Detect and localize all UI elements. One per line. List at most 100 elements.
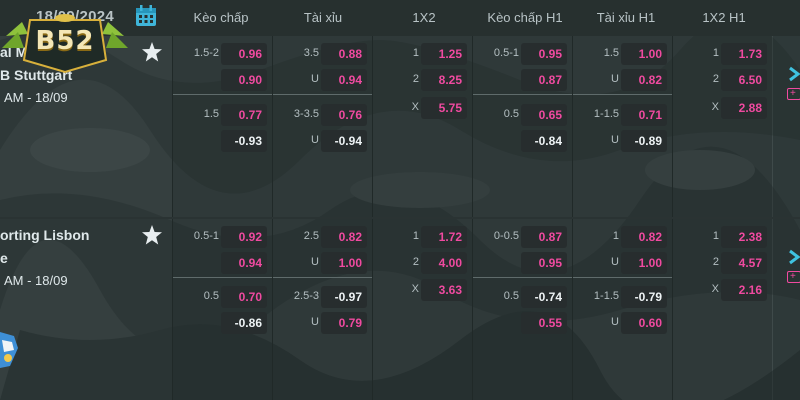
odds-value-button[interactable]: -0.84 [521, 130, 567, 152]
odds-cell[interactable]: -0.93 [173, 130, 273, 152]
odds-value-button[interactable]: 0.95 [521, 43, 567, 65]
odds-value-button[interactable]: 0.88 [321, 43, 367, 65]
odds-header: 18/09/2024 Kèo chấp Tài xỉu 1X2 Kèo chấp… [0, 0, 800, 36]
odds-value-button[interactable]: 1.00 [321, 252, 367, 274]
odds-value-button[interactable]: 0.55 [521, 312, 567, 334]
odds-cell[interactable]: 1 1.72 [373, 226, 473, 248]
odds-line-label: 2.5-3 [293, 290, 319, 302]
odds-value-button[interactable]: 0.87 [521, 69, 567, 91]
odds-cell[interactable]: X 5.75 [373, 97, 473, 119]
odds-value-button[interactable]: 2.88 [721, 97, 767, 119]
odds-value-button[interactable]: 3.63 [421, 279, 467, 301]
chevron-right-icon[interactable] [787, 249, 800, 265]
odds-value-button[interactable]: 0.76 [321, 104, 367, 126]
odds-value-button[interactable]: 1.72 [421, 226, 467, 248]
odds-value-button[interactable]: 0.77 [221, 104, 267, 126]
odds-value-button[interactable]: 4.57 [721, 252, 767, 274]
odds-value-button[interactable]: 0.79 [321, 312, 367, 334]
odds-cell[interactable]: 2 6.50 [673, 69, 773, 91]
odds-cell[interactable]: 2 8.25 [373, 69, 473, 91]
odds-cell[interactable]: 0.5-1 0.95 [473, 43, 573, 65]
odds-value-button[interactable]: 0.65 [521, 104, 567, 126]
odds-cell[interactable]: 0.94 [173, 252, 273, 274]
odds-cell[interactable]: U 1.00 [573, 252, 673, 274]
odds-value-button[interactable]: 0.94 [221, 252, 267, 274]
odds-cell[interactable]: 2.5 0.82 [273, 226, 373, 248]
odds-value-button[interactable]: 1.73 [721, 43, 767, 65]
odds-cell[interactable]: 1-1.5 -0.79 [573, 286, 673, 308]
odds-value-button[interactable]: -0.94 [321, 130, 367, 152]
odds-cell[interactable]: U -0.94 [273, 130, 373, 152]
odds-cell[interactable]: 1 1.25 [373, 43, 473, 65]
odds-value-button[interactable]: 8.25 [421, 69, 467, 91]
odds-cell[interactable]: U 0.82 [573, 69, 673, 91]
odds-value-button[interactable]: 1.00 [621, 252, 667, 274]
odds-value-button[interactable]: 1.00 [621, 43, 667, 65]
star-icon[interactable] [140, 223, 164, 247]
odds-cell[interactable]: 2 4.00 [373, 252, 473, 274]
chevron-right-icon[interactable] [787, 66, 800, 82]
odds-value-button[interactable]: 0.90 [221, 69, 267, 91]
odds-line-label: 0.5 [503, 290, 519, 302]
odds-value-button[interactable]: 2.16 [721, 279, 767, 301]
match-info-2[interactable]: orting Lisbon e AM - 18/09 [0, 219, 172, 400]
odds-value-button[interactable]: -0.74 [521, 286, 567, 308]
odds-cell[interactable]: 0.55 [473, 312, 573, 334]
odds-value-button[interactable]: 0.82 [321, 226, 367, 248]
odds-cell[interactable]: 0.5-1 0.92 [173, 226, 273, 248]
odds-cell[interactable]: X 3.63 [373, 279, 473, 301]
odds-cell[interactable]: 0.87 [473, 69, 573, 91]
odds-cell[interactable]: 3.5 0.88 [273, 43, 373, 65]
odds-value-button[interactable]: 0.95 [521, 252, 567, 274]
odds-cell[interactable]: X 2.88 [673, 97, 773, 119]
odds-cell[interactable]: 1-1.5 0.71 [573, 104, 673, 126]
odds-value-button[interactable]: 5.75 [421, 97, 467, 119]
odds-value-button[interactable]: -0.89 [621, 130, 667, 152]
odds-cell[interactable]: U 0.94 [273, 69, 373, 91]
odds-value-button[interactable]: 0.87 [521, 226, 567, 248]
odds-cell[interactable]: 0-0.5 0.87 [473, 226, 573, 248]
odds-value-button[interactable]: 0.71 [621, 104, 667, 126]
odds-cell[interactable]: 0.5 0.65 [473, 104, 573, 126]
odds-cell[interactable]: 1 1.73 [673, 43, 773, 65]
odds-value-button[interactable]: 0.96 [221, 43, 267, 65]
odds-cell[interactable]: 1.5-2 0.96 [173, 43, 273, 65]
odds-cell[interactable]: 1.5 1.00 [573, 43, 673, 65]
odds-value-button[interactable]: 0.92 [221, 226, 267, 248]
odds-cell[interactable]: 0.5 -0.74 [473, 286, 573, 308]
odds-line-label: 0.5 [503, 108, 519, 120]
odds-cell[interactable]: U 0.79 [273, 312, 373, 334]
odds-cell[interactable]: 0.5 0.70 [173, 286, 273, 308]
calendar-icon[interactable] [134, 4, 158, 28]
odds-cell[interactable]: 2 4.57 [673, 252, 773, 274]
plus-icon[interactable]: + [787, 88, 800, 100]
odds-value-button[interactable]: 0.82 [621, 226, 667, 248]
odds-cell[interactable]: 1.5 0.77 [173, 104, 273, 126]
odds-cell[interactable]: U 0.60 [573, 312, 673, 334]
odds-value-button[interactable]: -0.79 [621, 286, 667, 308]
star-icon[interactable] [140, 40, 164, 64]
odds-value-button[interactable]: -0.93 [221, 130, 267, 152]
odds-cell[interactable]: 0.90 [173, 69, 273, 91]
odds-cell[interactable]: 1 0.82 [573, 226, 673, 248]
odds-cell[interactable]: 2.5-3 -0.97 [273, 286, 373, 308]
odds-cell[interactable]: -0.86 [173, 312, 273, 334]
odds-cell[interactable]: 3-3.5 0.76 [273, 104, 373, 126]
odds-value-button[interactable]: 0.70 [221, 286, 267, 308]
odds-cell[interactable]: -0.84 [473, 130, 573, 152]
odds-cell[interactable]: U 1.00 [273, 252, 373, 274]
odds-cell[interactable]: X 2.16 [673, 279, 773, 301]
odds-value-button[interactable]: -0.86 [221, 312, 267, 334]
odds-value-button[interactable]: 0.94 [321, 69, 367, 91]
odds-value-button[interactable]: 0.82 [621, 69, 667, 91]
plus-icon[interactable]: + [787, 271, 800, 283]
odds-value-button[interactable]: -0.97 [321, 286, 367, 308]
odds-value-button[interactable]: 4.00 [421, 252, 467, 274]
odds-value-button[interactable]: 1.25 [421, 43, 467, 65]
odds-cell[interactable]: U -0.89 [573, 130, 673, 152]
odds-value-button[interactable]: 2.38 [721, 226, 767, 248]
odds-cell[interactable]: 1 2.38 [673, 226, 773, 248]
odds-cell[interactable]: 0.95 [473, 252, 573, 274]
odds-value-button[interactable]: 6.50 [721, 69, 767, 91]
odds-value-button[interactable]: 0.60 [621, 312, 667, 334]
